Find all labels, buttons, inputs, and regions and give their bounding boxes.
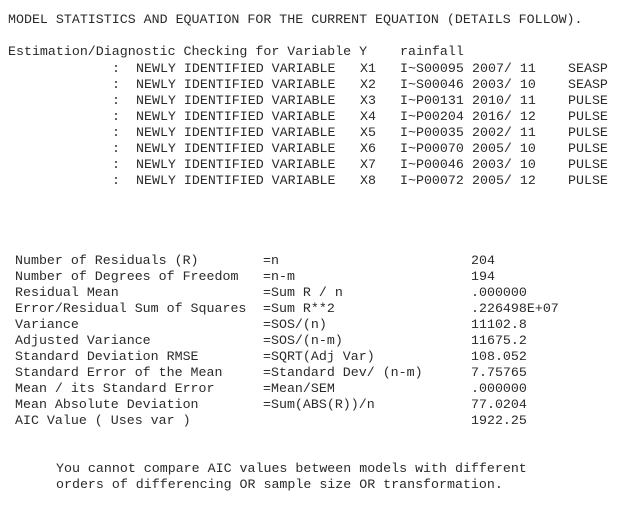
- row-separator: :: [112, 61, 120, 76]
- variable-date: 2003/ 10: [472, 77, 536, 92]
- report-title: MODEL STATISTICS AND EQUATION FOR THE CU…: [8, 12, 583, 27]
- statistic-label: Residual Mean: [15, 285, 119, 300]
- statistic-value: 1922.25: [471, 413, 527, 428]
- variable-date: 2005/ 12: [472, 173, 536, 188]
- variable-name: X6: [360, 141, 376, 156]
- statistic-label: Number of Degrees of Freedom: [15, 269, 239, 284]
- statistic-formula: =SOS/(n-m): [263, 333, 343, 348]
- statistic-label: Mean Absolute Deviation: [15, 397, 199, 412]
- statistic-label: Standard Deviation RMSE: [15, 349, 199, 364]
- variable-name: X3: [360, 93, 376, 108]
- statistic-value: 204: [471, 253, 495, 268]
- variable-id: I~S00095: [400, 61, 464, 76]
- statistic-value: 7.75765: [471, 365, 527, 380]
- variable-type: PULSE: [568, 109, 608, 124]
- row-separator: :: [112, 173, 120, 188]
- statistic-label: AIC Value ( Uses var ): [15, 413, 191, 428]
- variable-description: NEWLY IDENTIFIED VARIABLE: [136, 109, 336, 124]
- variable-description: NEWLY IDENTIFIED VARIABLE: [136, 173, 336, 188]
- statistic-value: 11675.2: [471, 333, 527, 348]
- variable-type: PULSE: [568, 93, 608, 108]
- statistic-formula: =n: [263, 253, 279, 268]
- statistic-formula: =SQRT(Adj Var): [263, 349, 375, 364]
- statistic-value: 108.052: [471, 349, 527, 364]
- statistic-value: .000000: [471, 285, 527, 300]
- variable-id: I~P00035: [400, 125, 464, 140]
- variable-date: 2007/ 11: [472, 61, 536, 76]
- dependent-variable-name: rainfall: [400, 44, 464, 59]
- variable-date: 2016/ 12: [472, 109, 536, 124]
- variable-id: I~P00072: [400, 173, 464, 188]
- variable-name: X7: [360, 157, 376, 172]
- row-separator: :: [112, 93, 120, 108]
- variable-id: I~P00070: [400, 141, 464, 156]
- variable-type: PULSE: [568, 125, 608, 140]
- row-separator: :: [112, 77, 120, 92]
- variable-description: NEWLY IDENTIFIED VARIABLE: [136, 125, 336, 140]
- footer-note-line-2: orders of differencing OR sample size OR…: [56, 477, 503, 492]
- variable-type: SEASP: [568, 77, 608, 92]
- statistic-label: Error/Residual Sum of Squares: [15, 301, 247, 316]
- variable-type: PULSE: [568, 173, 608, 188]
- statistic-label: Adjusted Variance: [15, 333, 151, 348]
- variable-id: I~S00046: [400, 77, 464, 92]
- variable-description: NEWLY IDENTIFIED VARIABLE: [136, 141, 336, 156]
- statistic-label: Mean / its Standard Error: [15, 381, 215, 396]
- variable-id: I~P00204: [400, 109, 464, 124]
- variable-name: X5: [360, 125, 376, 140]
- variable-name: X4: [360, 109, 376, 124]
- row-separator: :: [112, 157, 120, 172]
- statistic-value: 194: [471, 269, 495, 284]
- row-separator: :: [112, 141, 120, 156]
- statistic-formula: =SOS/(n): [263, 317, 327, 332]
- statistic-formula: =Sum(ABS(R))/n: [263, 397, 375, 412]
- variable-name: X1: [360, 61, 376, 76]
- statistic-label: Number of Residuals (R): [15, 253, 199, 268]
- variable-type: PULSE: [568, 157, 608, 172]
- statistic-formula: =Sum R**2: [263, 301, 335, 316]
- statistic-value: 77.0204: [471, 397, 527, 412]
- row-separator: :: [112, 125, 120, 140]
- variable-type: PULSE: [568, 141, 608, 156]
- statistic-value: .000000: [471, 381, 527, 396]
- statistic-formula: =Standard Dev/ (n-m): [263, 365, 423, 380]
- variable-id: I~P00046: [400, 157, 464, 172]
- dependent-variable-label: Estimation/Diagnostic Checking for Varia…: [8, 44, 368, 59]
- variable-id: I~P00131: [400, 93, 464, 108]
- variable-description: NEWLY IDENTIFIED VARIABLE: [136, 61, 336, 76]
- statistic-label: Variance: [15, 317, 79, 332]
- row-separator: :: [112, 109, 120, 124]
- statistic-value: .226498E+07: [471, 301, 559, 316]
- variable-name: X8: [360, 173, 376, 188]
- variable-description: NEWLY IDENTIFIED VARIABLE: [136, 93, 336, 108]
- footer-note-line-1: You cannot compare AIC values between mo…: [56, 461, 527, 476]
- variable-type: SEASP: [568, 61, 608, 76]
- variable-description: NEWLY IDENTIFIED VARIABLE: [136, 77, 336, 92]
- statistic-label: Standard Error of the Mean: [15, 365, 223, 380]
- variable-date: 2010/ 11: [472, 93, 536, 108]
- variable-description: NEWLY IDENTIFIED VARIABLE: [136, 157, 336, 172]
- variable-date: 2005/ 10: [472, 141, 536, 156]
- statistic-formula: =Sum R / n: [263, 285, 343, 300]
- statistic-formula: =n-m: [263, 269, 295, 284]
- variable-date: 2003/ 10: [472, 157, 536, 172]
- variable-name: X2: [360, 77, 376, 92]
- variable-date: 2002/ 11: [472, 125, 536, 140]
- statistic-value: 11102.8: [471, 317, 527, 332]
- statistic-formula: =Mean/SEM: [263, 381, 335, 396]
